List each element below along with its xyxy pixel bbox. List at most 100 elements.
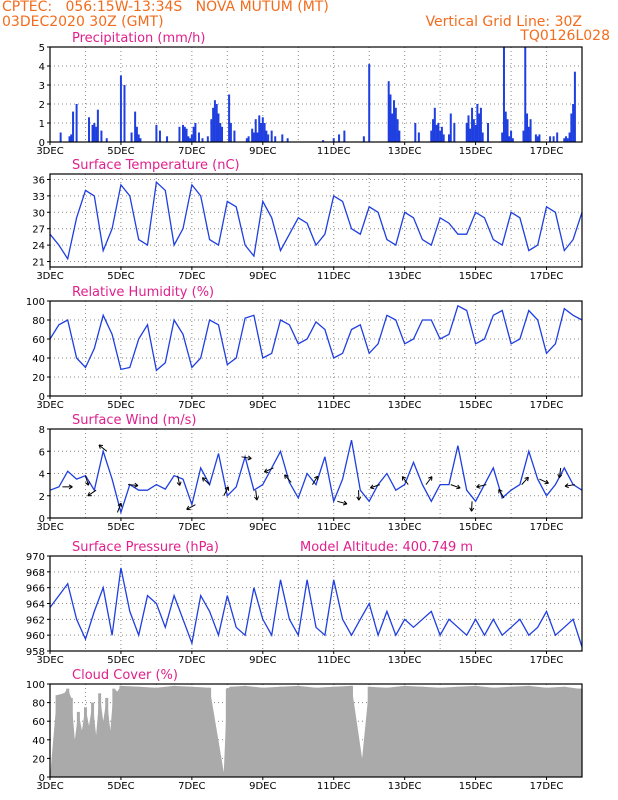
precip-bar (467, 115, 470, 142)
precip-bar (487, 123, 490, 142)
panel-frame (49, 300, 583, 397)
precip-bar (137, 134, 140, 142)
ytick-label: 964 (26, 600, 45, 611)
precip-bar (387, 81, 390, 142)
xtick-label: 7DEC (178, 146, 205, 157)
wind-arrow (539, 478, 549, 484)
xtick-label: 13DEC (388, 400, 422, 411)
precip-bar (439, 130, 442, 142)
precip-bar (135, 126, 138, 142)
series-line (49, 180, 583, 261)
ytick-label: 40 (32, 354, 45, 365)
panel-2: 0 20 40 60 80 100 3DEC 5DEC 7DEC 9DEC 11DEC 13DEC 15… (26, 285, 583, 411)
precip-bar (529, 119, 532, 142)
wind-arrow (98, 444, 108, 452)
wind-arrow (284, 474, 292, 483)
xtick-label: 5DEC (107, 781, 134, 792)
ytick-label: 970 (26, 552, 45, 563)
xtick-label: 11DEC (317, 146, 351, 157)
xtick-label: 17DEC (530, 146, 564, 157)
ytick-label: 21 (32, 258, 45, 269)
precip-bar (59, 132, 62, 142)
precip-bar (233, 130, 236, 142)
xtick-label: 15DEC (459, 522, 493, 533)
ytick-label: 962 (26, 615, 45, 626)
cloud-area (50, 685, 582, 777)
wind-arrow (312, 475, 319, 485)
precip-bar (568, 132, 571, 142)
xtick-label: 9DEC (249, 655, 276, 666)
precip-bar (437, 123, 440, 142)
wind-arrow (202, 477, 210, 485)
xtick-label: 13DEC (388, 781, 422, 792)
wind-arrow (476, 484, 487, 488)
ytick-label: 960 (26, 631, 45, 642)
precip-bar (219, 123, 222, 142)
wind-arrow (255, 490, 258, 501)
wind-arrow-head (524, 476, 529, 482)
wind-arrow-head (544, 479, 549, 485)
wind-arrow (127, 484, 139, 486)
precip-bar (552, 136, 555, 142)
wind-arrow (370, 484, 381, 489)
xtick-label: 9DEC (249, 146, 276, 157)
precip-bar (182, 124, 184, 142)
precip-bar (414, 123, 417, 142)
wind-arrow-head (117, 502, 123, 508)
precip-bar (433, 107, 436, 142)
precip-bar (221, 126, 224, 142)
precip-bar (210, 119, 213, 142)
panel-3: 0 2 4 6 8 3DEC 5DEC 7DEC 9DEC 11DEC 13DEC 15DEC 17DE… (36, 413, 583, 533)
precip-bar (511, 138, 514, 142)
precip-bar (508, 136, 511, 142)
precip-bar (506, 119, 509, 142)
precip-bar (274, 136, 277, 142)
ytick-label: 2 (39, 492, 45, 503)
xtick-label: 17DEC (530, 400, 564, 411)
wind-arrow-head (342, 500, 348, 506)
wind-arrow (177, 475, 181, 486)
wind-arrow (116, 502, 122, 513)
precip-bar (391, 113, 394, 142)
wind-arrow-head (370, 484, 375, 490)
panel-title: Cloud Cover (%) (72, 668, 178, 683)
wind-arrow-head (284, 474, 289, 479)
precip-bar (254, 119, 257, 142)
ytick-label: 3 (39, 81, 45, 92)
series-line (49, 304, 583, 372)
precip-bar (229, 123, 232, 142)
precip-bar (201, 138, 204, 142)
xtick-label: 3DEC (36, 522, 63, 533)
precip-bar (472, 119, 475, 142)
precip-bar (130, 132, 133, 142)
xtick-label: 15DEC (459, 655, 493, 666)
precip-bar (187, 136, 190, 142)
xtick-label: 13DEC (388, 146, 422, 157)
precip-bar (398, 130, 401, 142)
panel-title: Surface Wind (m/s) (72, 413, 196, 428)
wind-arrow-head (224, 486, 230, 491)
precip-bar (389, 94, 392, 142)
xtick-label: 9DEC (249, 781, 276, 792)
ytick-label: 27 (32, 225, 45, 236)
precip-bar (527, 126, 530, 142)
precip-bar (471, 107, 474, 142)
precip-bar (469, 128, 472, 142)
ytick-label: 4 (39, 470, 45, 481)
precip-bar (139, 138, 142, 142)
precip-bar (570, 113, 573, 142)
xtick-label: 11DEC (317, 522, 351, 533)
precip-bar (504, 111, 507, 142)
precip-bar (247, 136, 250, 142)
precip-bar (417, 132, 420, 142)
xtick-label: 11DEC (317, 655, 351, 666)
precip-bar (442, 134, 445, 142)
xtick-label: 13DEC (388, 655, 422, 666)
panel-frame (49, 683, 583, 778)
precip-bar (91, 124, 94, 142)
ytick-label: 968 (26, 568, 45, 579)
precip-bar (368, 64, 371, 142)
panel-1: 21 24 27 30 33 36 3DEC 5DEC 7DEC 9DEC 11DEC 13DEC 15… (32, 158, 583, 282)
precip-bar (192, 126, 195, 142)
precip-bar (183, 126, 186, 142)
